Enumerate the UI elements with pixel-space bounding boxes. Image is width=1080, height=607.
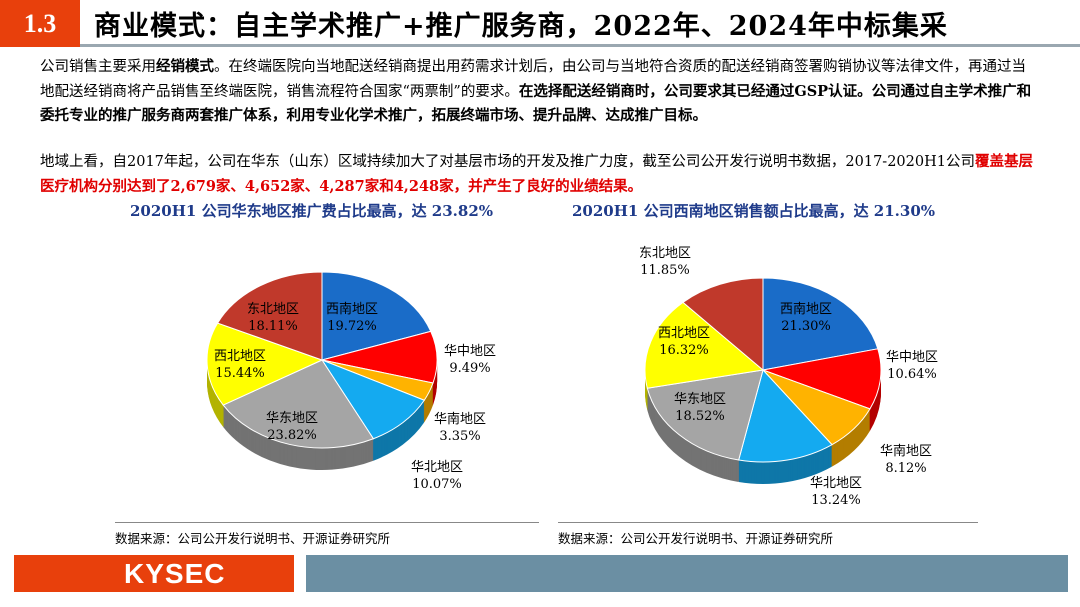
chart-title-left: 2020H1 公司华东地区推广费占比最高，达 23.82% [130, 202, 494, 220]
value-label: 16.32% [659, 343, 709, 358]
pie-slice-西北地区 [644, 301, 765, 389]
value-label: 3.35% [439, 429, 481, 444]
data-label: 华南地区 8.12% [880, 443, 932, 477]
source-left: 数据来源：公司公开发行说明书、开源证券研究所 [115, 531, 391, 546]
text: 。在终端医院向当地配送经销商提出用药需求计划后，由公司与当地符合资质的配送经销商… [40, 59, 1026, 100]
pie-slice-华东地区 [646, 369, 764, 461]
category-label: 华北地区 [410, 460, 464, 475]
data-label: 西南地区 19.72% [326, 301, 378, 335]
data-label: 华北地区 10.07% [411, 459, 463, 493]
data-label: 西南地区 21.30% [780, 301, 832, 335]
category-label: 西北地区 [657, 326, 711, 341]
data-label: 华中地区 9.49% [444, 343, 496, 377]
data-label: 华中地区 10.64% [886, 349, 938, 383]
category-label: 西南地区 [779, 302, 833, 317]
category-label: 华南地区 [879, 444, 933, 459]
value-label: 18.52% [675, 409, 725, 424]
category-label: 华东地区 [265, 411, 319, 426]
data-label: 华北地区 13.24% [810, 475, 862, 509]
paragraph-region: 地域上看，自2017年起，公司在华东（山东）区域持续加大了对基层市场的开发及推广… [40, 150, 1040, 199]
bold-text: 在选择配送经销商时，公司要求其已经通过GSP认证。公司通过自主学术推广和委托专业… [40, 82, 1032, 125]
paragraph-business-model: 公司销售主要采用经销模式。在终端医院向当地配送经销商提出用药需求计划后，由公司与… [40, 55, 1040, 129]
pie-slice-东北地区 [216, 271, 323, 361]
footer-bar [306, 555, 1068, 592]
source-right: 数据来源：公司公开发行说明书、开源证券研究所 [558, 531, 834, 546]
data-label: 华南地区 3.35% [434, 411, 486, 445]
data-label: 西北地区 16.32% [658, 325, 710, 359]
value-label: 21.30% [781, 319, 831, 334]
divider-left [115, 522, 539, 523]
data-label: 东北地区 18.11% [247, 301, 299, 335]
category-label: 华南地区 [433, 412, 487, 427]
value-label: 18.11% [248, 319, 298, 334]
data-label: 华东地区 23.82% [266, 410, 318, 444]
category-label: 东北地区 [638, 246, 692, 261]
pie-slice-西南地区 [762, 277, 879, 371]
text: 公司销售主要采用 [40, 59, 156, 75]
highlight-text: 覆盖基层医疗机构分别达到了2,679家、4,652家、4,287家和4,248家… [40, 153, 1033, 195]
value-label: 15.44% [215, 366, 265, 381]
value-label: 13.24% [811, 493, 861, 508]
pie-slice-华北地区 [320, 358, 426, 440]
value-label: 19.72% [327, 319, 377, 334]
text: 地域上看，自2017年起，公司在华东（山东）区域持续加大了对基层市场的开发及推广… [40, 154, 975, 170]
chart-title-right: 2020H1 公司西南地区销售额占比最高，达 21.30% [572, 202, 936, 220]
category-label: 西北地区 [213, 349, 267, 364]
value-label: 23.82% [267, 428, 317, 443]
category-label: 西南地区 [325, 302, 379, 317]
pie-slice-西北地区 [206, 322, 324, 406]
pie-slice-华东地区 [222, 359, 375, 449]
pie-slice-东北地区 [682, 277, 764, 372]
category-label: 华北地区 [809, 476, 863, 491]
category-label: 华中地区 [443, 344, 497, 359]
category-label: 华东地区 [673, 392, 727, 407]
value-label: 10.64% [887, 367, 937, 382]
value-label: 10.07% [412, 477, 462, 492]
section-number: 1.3 [0, 0, 80, 47]
value-label: 11.85% [640, 263, 690, 278]
pie-slice-华中地区 [761, 348, 882, 410]
data-label: 西北地区 15.44% [214, 348, 266, 382]
pie-slice-华北地区 [738, 368, 833, 463]
category-label: 东北地区 [246, 302, 300, 317]
data-label: 东北地区 11.85% [639, 245, 691, 279]
value-label: 9.49% [449, 361, 491, 376]
header-divider [80, 44, 1080, 47]
category-label: 华中地区 [885, 350, 939, 365]
divider-right [558, 522, 978, 523]
page-title: 商业模式：自主学术推广+推广服务商，2022年、2024年中标集采 [94, 11, 948, 42]
bold-text: 经销模式 [156, 58, 214, 75]
data-label: 华东地区 18.52% [674, 391, 726, 425]
kysec-logo: KYSEC [14, 555, 294, 592]
value-label: 8.12% [885, 461, 927, 476]
